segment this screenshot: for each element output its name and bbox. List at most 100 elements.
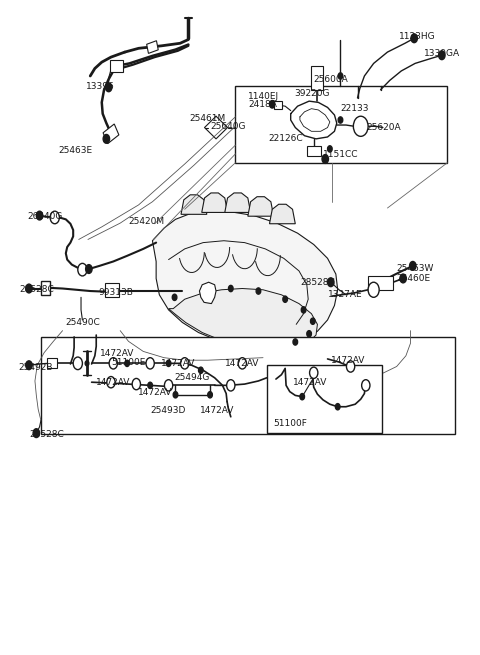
Circle shape <box>310 367 318 379</box>
Text: 25620A: 25620A <box>367 123 401 132</box>
Text: 25494G: 25494G <box>175 373 210 383</box>
Text: 26440G: 26440G <box>27 212 62 221</box>
Polygon shape <box>168 288 317 348</box>
Circle shape <box>300 394 304 400</box>
Circle shape <box>411 34 418 43</box>
Polygon shape <box>202 193 228 212</box>
Circle shape <box>172 294 177 301</box>
Text: 1472AV: 1472AV <box>293 379 327 387</box>
Circle shape <box>322 155 328 163</box>
Text: 1472AV: 1472AV <box>138 388 172 398</box>
Circle shape <box>238 358 246 369</box>
Circle shape <box>338 117 343 123</box>
Polygon shape <box>225 193 251 212</box>
Text: 25640G: 25640G <box>210 122 246 131</box>
Text: 25463E: 25463E <box>58 145 92 155</box>
Text: 1339GA: 1339GA <box>424 50 460 58</box>
Bar <box>368 276 394 290</box>
Circle shape <box>327 146 332 152</box>
Polygon shape <box>200 282 216 304</box>
Text: 51100F: 51100F <box>273 419 307 428</box>
Circle shape <box>336 403 340 410</box>
Circle shape <box>85 361 89 366</box>
Bar <box>235 86 447 162</box>
Circle shape <box>228 286 233 291</box>
Text: 28528C: 28528C <box>29 430 64 439</box>
Circle shape <box>73 357 83 369</box>
Bar <box>47 358 57 368</box>
Text: 1140EJ: 1140EJ <box>248 92 279 101</box>
Circle shape <box>26 284 32 293</box>
Text: 25420M: 25420M <box>129 217 165 227</box>
Circle shape <box>347 361 355 372</box>
Circle shape <box>327 278 334 287</box>
Text: 1472AV: 1472AV <box>99 349 134 358</box>
Text: 25463W: 25463W <box>396 264 434 273</box>
Text: 25461M: 25461M <box>189 113 226 122</box>
Circle shape <box>311 318 315 324</box>
Circle shape <box>201 288 205 294</box>
Circle shape <box>26 361 32 369</box>
Circle shape <box>148 383 153 388</box>
Circle shape <box>36 211 43 220</box>
Text: 25600A: 25600A <box>314 75 348 84</box>
Text: 1327AE: 1327AE <box>327 290 362 299</box>
Circle shape <box>107 377 115 388</box>
Circle shape <box>400 274 407 283</box>
Bar <box>312 66 324 90</box>
Circle shape <box>307 331 312 337</box>
Circle shape <box>125 360 130 367</box>
Text: 28528C: 28528C <box>20 285 55 293</box>
Circle shape <box>165 380 173 391</box>
Circle shape <box>103 134 109 143</box>
Text: 1151CC: 1151CC <box>323 150 359 159</box>
Text: 13396: 13396 <box>85 82 114 91</box>
Circle shape <box>106 83 112 92</box>
Bar <box>307 147 321 157</box>
Circle shape <box>208 392 212 398</box>
Circle shape <box>269 100 275 108</box>
Bar <box>274 101 282 109</box>
Circle shape <box>353 116 368 136</box>
Polygon shape <box>269 204 295 224</box>
Text: 51100E: 51100E <box>111 358 145 367</box>
Circle shape <box>283 296 288 303</box>
Text: 25492B: 25492B <box>18 363 52 371</box>
Polygon shape <box>153 210 338 348</box>
Circle shape <box>173 392 178 398</box>
Circle shape <box>78 263 87 276</box>
Text: 1472AV: 1472AV <box>161 359 195 368</box>
Circle shape <box>180 358 189 369</box>
Text: 25490C: 25490C <box>65 318 100 327</box>
Polygon shape <box>248 196 274 216</box>
Circle shape <box>301 307 306 313</box>
Text: 25493D: 25493D <box>150 406 185 415</box>
Circle shape <box>338 73 343 79</box>
Circle shape <box>166 360 171 367</box>
Text: 25460E: 25460E <box>396 274 431 283</box>
Bar <box>109 60 123 72</box>
Circle shape <box>256 288 261 294</box>
Circle shape <box>439 51 445 60</box>
Circle shape <box>109 358 118 369</box>
Circle shape <box>132 379 141 390</box>
Bar <box>41 337 455 434</box>
Circle shape <box>293 339 298 345</box>
Bar <box>41 281 50 295</box>
Text: 22133: 22133 <box>340 104 369 113</box>
Bar <box>147 41 158 54</box>
Text: 99313B: 99313B <box>98 288 133 297</box>
Text: 2418A: 2418A <box>248 100 277 109</box>
Bar <box>103 124 119 143</box>
Circle shape <box>368 282 379 297</box>
Text: 1123HG: 1123HG <box>399 33 436 41</box>
Text: 39220G: 39220G <box>294 89 329 98</box>
Bar <box>105 284 119 297</box>
Text: 1472AV: 1472AV <box>96 379 131 387</box>
Text: 28528C: 28528C <box>300 278 335 287</box>
Text: 1472AV: 1472AV <box>331 356 366 365</box>
Circle shape <box>50 211 60 224</box>
Circle shape <box>227 380 235 391</box>
Circle shape <box>85 265 92 273</box>
Text: 1472AV: 1472AV <box>200 406 234 415</box>
